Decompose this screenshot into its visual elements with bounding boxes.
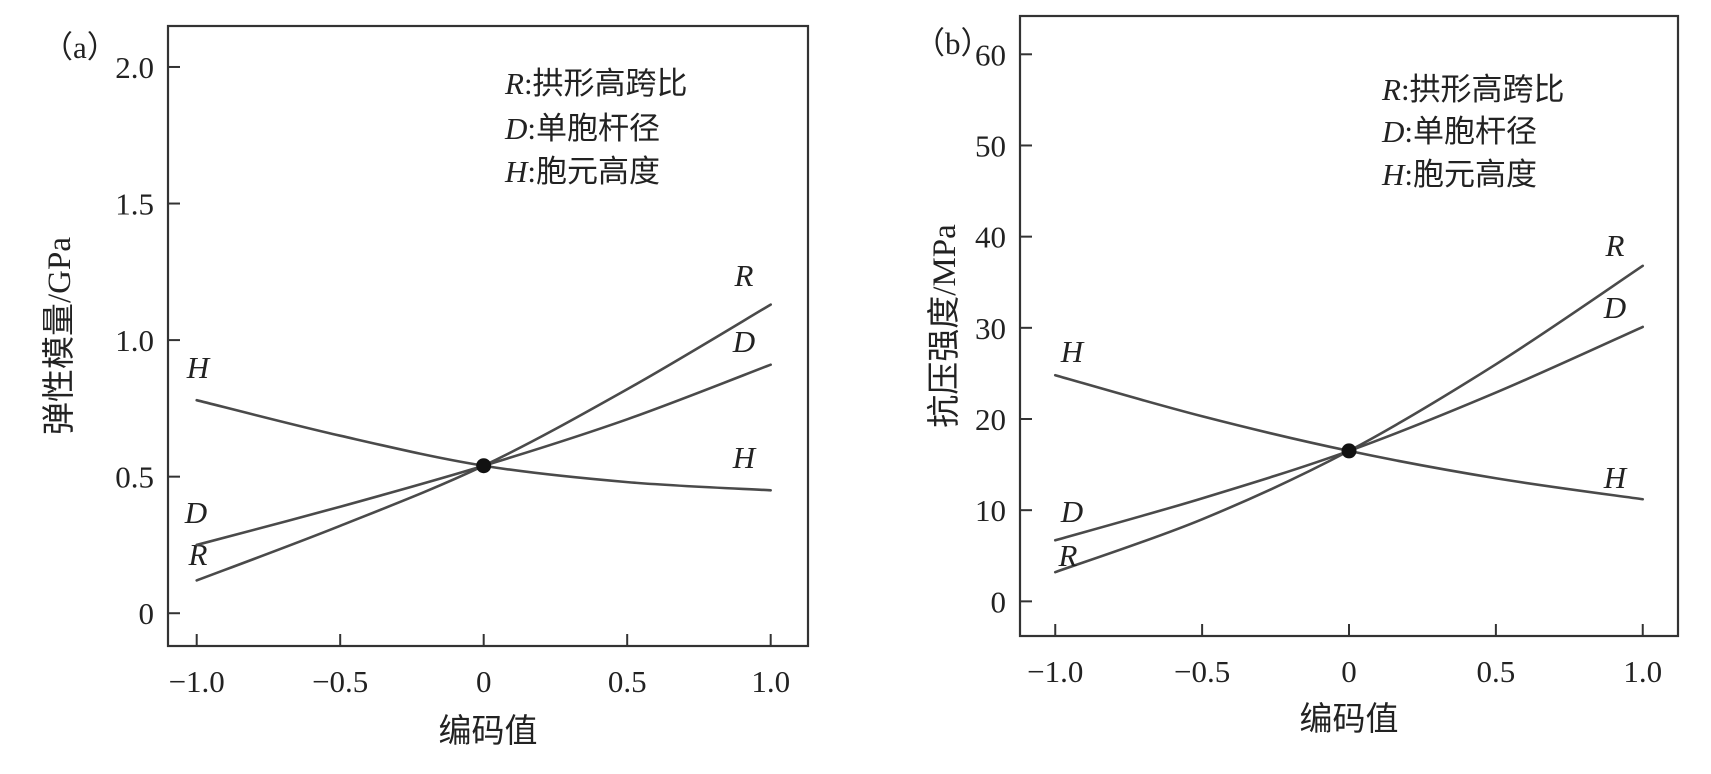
series-label-h-left: H (186, 350, 211, 385)
y-axis-label: 抗压强度/MPa (926, 224, 963, 428)
legend-entry-r: R:拱形高跨比 (504, 66, 688, 101)
x-tick-label: 0.5 (608, 664, 647, 699)
x-tick-label: −1.0 (169, 664, 225, 699)
x-tick-label: 1.0 (751, 664, 790, 699)
legend-symbol: H (504, 154, 529, 189)
legend-text: :胞元高度 (1404, 157, 1537, 192)
series-label-d-right: D (1603, 290, 1626, 325)
legend-entry-h: H:胞元高度 (504, 154, 660, 189)
series-line-d (195, 363, 772, 547)
x-tick-label: −1.0 (1027, 654, 1083, 689)
series-line-r (195, 303, 772, 582)
y-tick-label: 50 (975, 128, 1006, 163)
series-label-d-left: D (1060, 494, 1083, 529)
y-tick-label: 1.5 (115, 187, 154, 222)
panel-label: （b） (914, 26, 992, 61)
x-tick-label: 0 (1341, 654, 1357, 689)
x-tick-label: 1.0 (1623, 654, 1662, 689)
legend-text: :胞元高度 (527, 154, 660, 189)
plot-frame (166, 24, 810, 648)
series-label-h-right: H (732, 440, 757, 475)
legend-entry-h: H:胞元高度 (1381, 157, 1537, 192)
legend-text: :单胞杆径 (527, 111, 660, 146)
y-tick-label: 40 (975, 220, 1006, 255)
y-tick-label: 0 (991, 584, 1007, 619)
plot-frame (1018, 14, 1680, 638)
center-point (1341, 443, 1357, 459)
y-tick-label: 2.0 (115, 50, 154, 85)
legend-symbol: H (1381, 157, 1406, 192)
series-line-h (1053, 373, 1645, 501)
chart-panel-a: （a） −1.0 −0.5 0 0.5 1.0 0 0.5 1.0 1.5 2.0 编码值 弹性模量/G… (41, 24, 810, 750)
series-label-r-left: R (188, 537, 208, 572)
series-label-r-left: R (1058, 538, 1078, 573)
series-label-r-right: R (1605, 228, 1625, 263)
series-label-d-right: D (732, 324, 755, 359)
series-label-h-right: H (1603, 460, 1628, 495)
legend-symbol: D (1381, 114, 1404, 149)
series-line-d (1053, 325, 1645, 542)
y-tick-label: 10 (975, 493, 1006, 528)
x-axis-label: 编码值 (439, 713, 538, 750)
x-axis-label: 编码值 (1300, 701, 1399, 738)
x-tick-label: −0.5 (312, 664, 368, 699)
legend-text: :单胞杆径 (1404, 114, 1537, 149)
y-tick-label: 30 (975, 311, 1006, 346)
series-line-r (1053, 264, 1645, 574)
legend-entry-d: D:单胞杆径 (504, 111, 660, 146)
series-label-d-left: D (184, 495, 207, 530)
legend-text: :拱形高跨比 (1401, 72, 1565, 107)
legend-symbol: D (504, 111, 527, 146)
legend-entry-r: R:拱形高跨比 (1381, 72, 1565, 107)
y-tick-label: 1.0 (115, 323, 154, 358)
x-tick-label: −0.5 (1174, 654, 1230, 689)
y-tick-label: 0 (139, 596, 155, 631)
chart-panel-b: （b） −1.0 −0.5 0 0.5 1.0 0 10 20 30 40 50 60 编码值 抗压强度/M… (914, 14, 1680, 738)
series-label-h-left: H (1060, 334, 1085, 369)
y-axis-label: 弹性模量/GPa (41, 237, 78, 435)
y-tick-label: 60 (975, 37, 1006, 72)
legend-entry-d: D:单胞杆径 (1381, 114, 1537, 149)
legend-symbol: R (504, 66, 524, 101)
legend-text: :拱形高跨比 (524, 66, 688, 101)
series-line-h (195, 398, 772, 492)
x-tick-label: 0 (476, 664, 492, 699)
y-tick-label: 20 (975, 402, 1006, 437)
legend-symbol: R (1381, 72, 1401, 107)
center-point (476, 458, 492, 474)
series-label-r-right: R (734, 258, 754, 293)
y-tick-label: 0.5 (115, 460, 154, 495)
x-tick-label: 0.5 (1477, 654, 1516, 689)
panel-label: （a） (42, 30, 118, 65)
